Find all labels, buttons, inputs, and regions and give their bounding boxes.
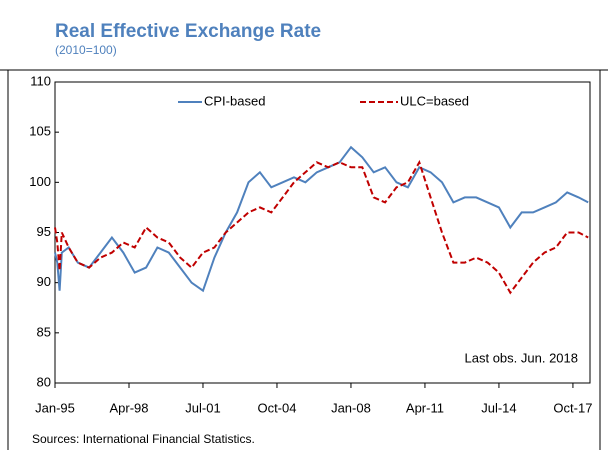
y-tick-label: 90 <box>37 274 51 289</box>
y-tick-label: 105 <box>29 124 51 139</box>
y-tick-label: 100 <box>29 174 51 189</box>
x-tick-label: Oct-04 <box>257 400 296 415</box>
legend-label: ULC=based <box>400 93 469 108</box>
source: Sources: International Financial Statist… <box>32 432 255 446</box>
x-tick-label: Apr-11 <box>406 400 444 415</box>
x-tick-label: Jul-14 <box>481 400 516 415</box>
x-tick-label: Apr-98 <box>109 400 148 415</box>
y-tick-label: 80 <box>37 374 51 389</box>
plot-frame <box>54 81 591 384</box>
annotation: Last obs. Jun. 2018 <box>465 350 578 365</box>
series-line <box>54 159 589 295</box>
x-tick-label: Jan-95 <box>35 400 75 415</box>
x-tick-label: Jan-08 <box>331 400 371 415</box>
y-tick-label: 95 <box>37 224 51 239</box>
y-tick-label: 110 <box>30 73 51 88</box>
x-tick-label: Jul-01 <box>185 400 220 415</box>
chart-title: Real Effective Exchange Rate <box>55 21 321 42</box>
y-tick-label: 85 <box>37 324 51 339</box>
x-tick-label: Oct-17 <box>553 400 592 415</box>
chart-subtitle: (2010=100) <box>55 43 117 57</box>
series-line <box>54 145 589 293</box>
legend-label: CPI-based <box>204 93 265 108</box>
